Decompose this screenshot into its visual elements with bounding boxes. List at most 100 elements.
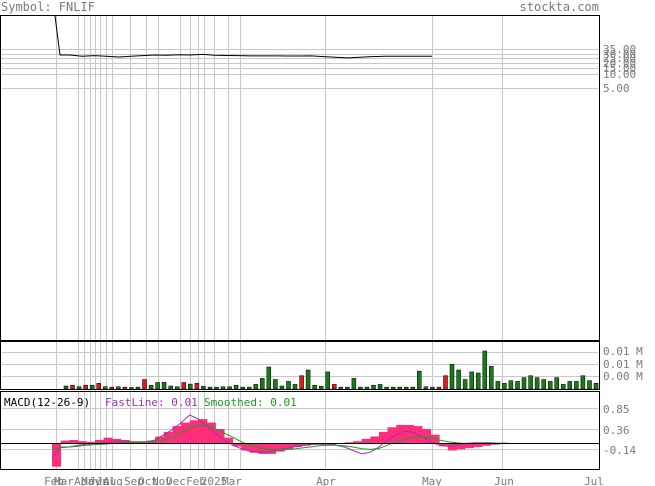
volume-bar	[174, 386, 180, 390]
volume-bar	[390, 386, 396, 390]
volume-bar	[266, 366, 272, 390]
volume-bar	[332, 384, 337, 390]
volume-bar	[541, 379, 546, 390]
macd-histogram-bar	[353, 441, 363, 444]
macd-title: MACD(12-26-9)	[4, 396, 90, 409]
volume-bar	[299, 375, 304, 390]
macd-fast-label: FastLine: 0.01	[105, 396, 198, 409]
macd-grid	[0, 408, 600, 450]
volume-bar	[161, 381, 167, 390]
volume-panel	[0, 341, 600, 390]
volume-bars	[63, 350, 599, 390]
macd-histogram-bar	[249, 443, 259, 453]
volume-bar	[70, 384, 75, 390]
price-grid	[0, 49, 600, 89]
volume-bar	[122, 386, 128, 390]
x-axis-label: Dec	[166, 475, 186, 486]
volume-bar	[580, 375, 586, 390]
x-axis-label: Jul	[584, 475, 604, 486]
macd-histogram-bar	[155, 436, 165, 444]
macd-histogram-bar	[267, 443, 277, 454]
volume-bar	[534, 377, 540, 390]
volume-bar	[489, 365, 494, 390]
x-axis-label: 2025	[201, 475, 228, 486]
macd-histogram-bar	[378, 431, 388, 444]
vertical-grid	[56, 16, 503, 470]
price-line	[54, 15, 432, 59]
macd-histogram-bar	[422, 429, 431, 444]
volume-bar	[233, 384, 239, 390]
volume-bar	[521, 377, 527, 390]
x-axis-label: Mar	[222, 475, 242, 486]
volume-bar	[482, 350, 488, 390]
price-tick-label: 35.00	[603, 43, 636, 56]
volume-bar	[423, 386, 429, 390]
volume-bar	[351, 378, 357, 390]
volume-bar	[384, 386, 389, 390]
volume-bar	[220, 386, 226, 390]
macd-histogram-bar	[60, 440, 70, 444]
volume-bar	[273, 379, 278, 390]
macd-histogram-bar	[189, 420, 199, 444]
volume-bar	[188, 383, 193, 390]
macd-histogram-bar	[439, 443, 449, 447]
volume-axis: 0.01 M0.01 M0.00 M	[603, 345, 643, 383]
x-axis-label: Jul	[96, 475, 116, 486]
price-tick-label: 25.00	[603, 52, 636, 65]
volume-bar	[554, 377, 559, 390]
x-axis-label: Feb	[186, 475, 206, 486]
volume-bar	[587, 380, 592, 390]
x-axis-label: Jun	[89, 475, 109, 486]
macd-histogram-bar	[370, 436, 380, 444]
price-tick-label: 5.00	[603, 82, 630, 95]
price-tick-label: 30.00	[603, 48, 636, 61]
macd-tick-label: 0.36	[603, 424, 630, 437]
volume-bar	[508, 380, 514, 390]
macd-histogram-bar	[490, 443, 500, 445]
volume-bar	[286, 381, 291, 390]
volume-tick-label: 0.01 M	[603, 345, 643, 358]
macd-histogram-bar	[447, 443, 457, 451]
x-axis-label: Apr	[74, 475, 94, 486]
macd-histogram-bar	[387, 427, 397, 444]
symbol-label: Symbol: FNLIF	[1, 0, 95, 14]
x-axis-label: May	[81, 475, 101, 486]
volume-bar	[371, 384, 376, 390]
volume-bar	[168, 385, 173, 390]
volume-bar	[593, 383, 599, 390]
macd-histogram-bar	[232, 443, 242, 447]
volume-bar	[567, 381, 573, 390]
volume-bar	[312, 384, 317, 390]
macd-histogram-bar	[52, 443, 61, 467]
volume-bar	[397, 386, 402, 390]
volume-bar	[515, 381, 520, 390]
site-name[interactable]: stockta.com	[520, 0, 599, 14]
volume-bar	[462, 379, 468, 390]
volume-bar	[103, 386, 108, 390]
volume-bar	[227, 386, 232, 390]
macd-histogram-bar	[163, 431, 173, 444]
macd-axis: 0.85 0.36 -0.14	[603, 403, 636, 457]
macd-histogram-bar	[404, 424, 414, 444]
x-axis-label: Oct	[138, 475, 158, 486]
price-tick-label: 20.00	[603, 57, 636, 70]
volume-bar	[246, 386, 252, 390]
macd-histogram-bar	[292, 443, 302, 447]
macd-histogram-bar	[69, 440, 79, 444]
volume-bar	[443, 375, 448, 390]
volume-bar	[528, 375, 533, 390]
macd-histogram-bar	[86, 441, 96, 444]
macd-histogram-bar	[198, 419, 208, 444]
x-axis-label: Feb	[44, 475, 64, 486]
volume-bar	[574, 381, 579, 390]
volume-bar	[116, 386, 121, 390]
volume-bar	[194, 383, 200, 390]
volume-bar	[89, 384, 95, 390]
macd-histogram-bar	[396, 424, 406, 444]
volume-bar	[410, 386, 416, 390]
volume-bar	[561, 384, 566, 390]
volume-bar	[155, 382, 160, 390]
macd-histogram-bar	[95, 440, 104, 444]
volume-bar	[547, 381, 553, 390]
